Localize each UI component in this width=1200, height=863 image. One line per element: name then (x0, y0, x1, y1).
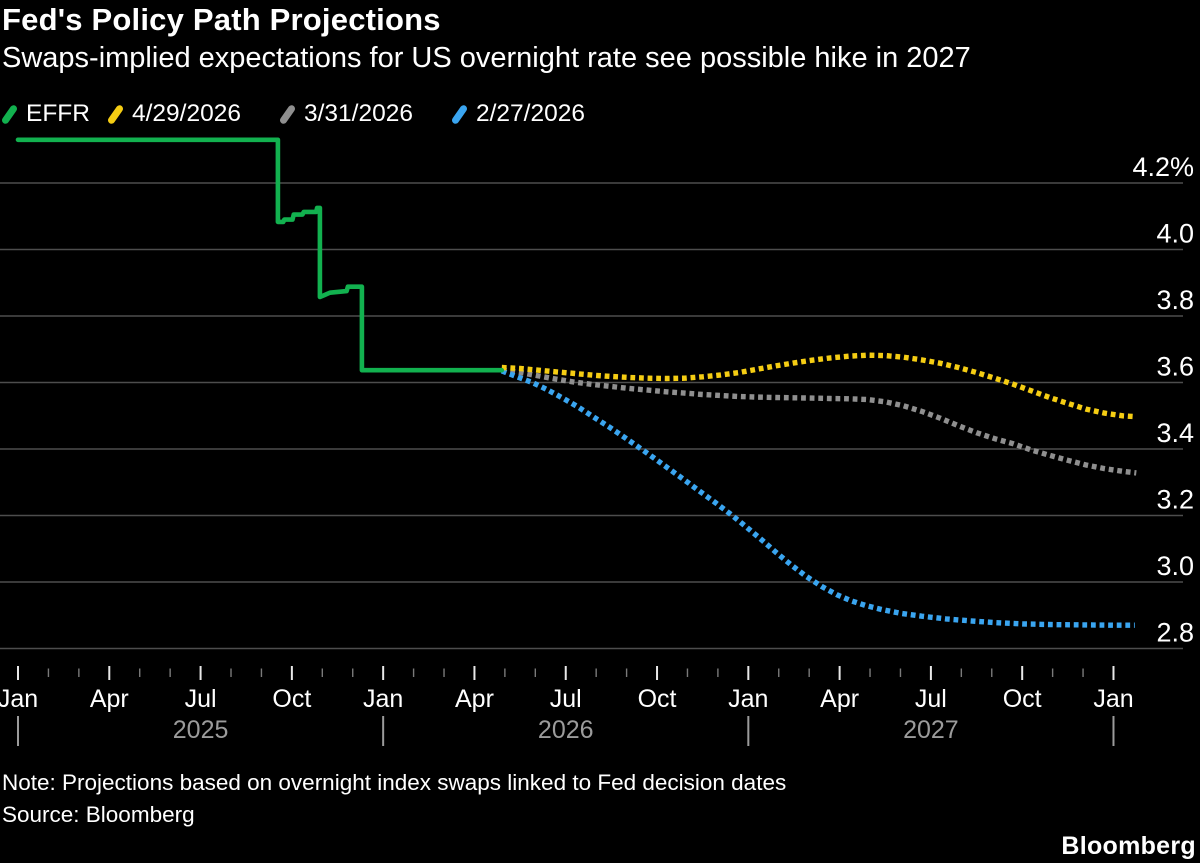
legend-label: 3/31/2026 (304, 100, 413, 127)
series-3/31/2026 (501, 367, 1137, 476)
legend-item-4-29-2026: 4/29/2026 (106, 98, 241, 130)
y-axis-label: 4.2% (1132, 152, 1194, 182)
page-title: Fed's Policy Path Projections (2, 2, 441, 37)
series-4/29/2026 (501, 352, 1137, 420)
y-axis-label: 3.4 (1156, 418, 1194, 448)
chart-subtitle: Swaps-implied expectations for US overni… (2, 42, 971, 74)
plot-area: 4.2% 4.0 3.8 3.6 3.4 3.2 3.0 2.8 Jan Apr Jul Oct Jan… (0, 130, 1200, 763)
y-axis-label: 3.0 (1156, 551, 1194, 581)
x-axis-month-label: Apr (90, 685, 129, 713)
x-axis-month-label: Jan (728, 685, 768, 713)
y-axis-label: 2.8 (1156, 618, 1194, 648)
x-axis-month-label: Jan (363, 685, 403, 713)
x-axis-month-label: Jul (915, 685, 947, 713)
chart-plot: 4.2% 4.0 3.8 3.6 3.4 3.2 3.0 2.8 Jan Apr Jul Oct Jan… (0, 137, 1194, 746)
legend-item-effr: EFFR (0, 98, 90, 130)
x-axis-month-label: Oct (1003, 685, 1042, 713)
y-axis-label: 4.0 (1156, 219, 1194, 249)
x-axis-month-label: Jul (185, 685, 217, 713)
series-2/27/2026 (500, 368, 1135, 628)
source-text: Source: Bloomberg (2, 802, 195, 827)
bloomberg-logo: Bloomberg (1061, 832, 1196, 860)
x-axis-month-label: Apr (455, 685, 494, 713)
note-text: Note: Projections based on overnight ind… (2, 770, 787, 795)
legend-item-3-31-2026: 3/31/2026 (278, 98, 413, 130)
slash-icon (450, 103, 469, 125)
x-axis-month-label: Oct (272, 685, 311, 713)
series-EFFR (15, 137, 505, 373)
legend: EFFR 4/29/2026 3/31/2026 2/27/2026 (0, 98, 1200, 130)
y-axis-label: 3.8 (1156, 285, 1194, 315)
legend-item-2-27-2026: 2/27/2026 (450, 98, 585, 130)
x-axis-month-label: Apr (820, 685, 859, 713)
x-axis-year-label: 2027 (903, 716, 959, 744)
legend-label: 2/27/2026 (476, 100, 585, 127)
x-axis-month-label: Jan (0, 685, 38, 713)
slash-icon (106, 103, 125, 125)
x-axis-year-label: 2026 (538, 716, 594, 744)
slash-icon (0, 103, 19, 125)
y-axis-label: 3.2 (1156, 485, 1194, 515)
x-axis-month-label: Oct (638, 685, 677, 713)
x-axis-year-label: 2025 (173, 716, 229, 744)
x-axis-month-label: Jul (550, 685, 582, 713)
x-axis-month-label: Jan (1093, 685, 1133, 713)
legend-label: 4/29/2026 (132, 100, 241, 127)
y-axis-label: 3.6 (1156, 352, 1194, 382)
legend-label: EFFR (26, 100, 90, 127)
slash-icon (278, 103, 297, 125)
